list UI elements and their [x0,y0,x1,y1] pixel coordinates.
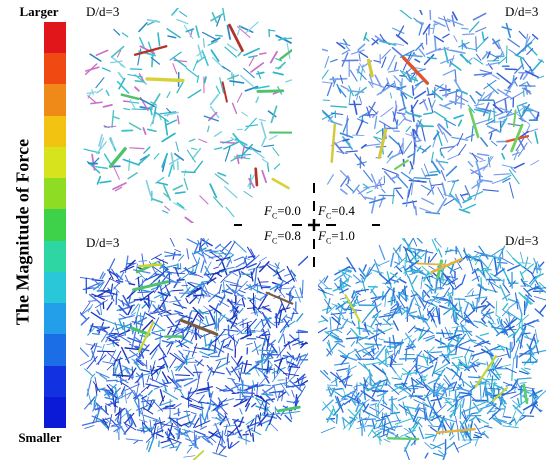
color-scale-bar [44,22,66,429]
fc-label-0: FC=0.0 [264,203,301,221]
legend-cross [234,183,380,267]
scale-axis-title-wrap: The Magnitude of Force [0,0,48,464]
scale-top-label: Larger [19,4,59,19]
panel-top-right-label: D/d=3 [505,4,539,19]
scale-axis-title: The Magnitude of Force [12,138,33,326]
force-network-top-right [322,10,544,216]
force-chain-lines [322,10,544,216]
color-scale-segment [44,396,66,429]
panel-top-left-label: D/d=3 [86,4,120,19]
panel-top-right [322,10,544,220]
color-scale-segment [44,53,66,85]
panel-bottom-left-label: D/d=3 [86,235,120,250]
scale-bottom-label: Smaller [18,430,62,445]
force-network-top-left [83,8,292,223]
force-chain-lines [318,238,546,460]
panel-top-left [82,8,292,223]
panel-bottom-left [80,238,308,460]
color-scale-segment [44,115,66,147]
force-chain-lines [83,8,292,223]
fc-label-2: FC=0.8 [264,228,301,246]
panel-bottom-right [318,238,546,460]
force-network-bottom-left [80,238,308,460]
color-scale-segment [44,146,66,179]
force-network-bottom-right [318,238,546,460]
panel-bottom-right-label: D/d=3 [505,233,539,248]
force-chain-lines [80,238,308,460]
color-scale-segment [44,303,66,335]
color-scale-segment [44,178,66,210]
color-scale-segment [44,84,66,116]
color-scale-segment [44,271,66,304]
color-scale-segment [44,240,66,272]
fc-label-3: FC=1.0 [318,228,355,246]
color-scale-segment [44,365,66,397]
color-scale-segment [44,209,66,241]
color-scale-segment [44,334,66,366]
fc-label-1: FC=0.4 [318,203,355,221]
fc-legend: FC=0.0 FC=0.4 FC=0.8 FC=1.0 [232,183,382,268]
color-scale-segment [44,22,66,54]
